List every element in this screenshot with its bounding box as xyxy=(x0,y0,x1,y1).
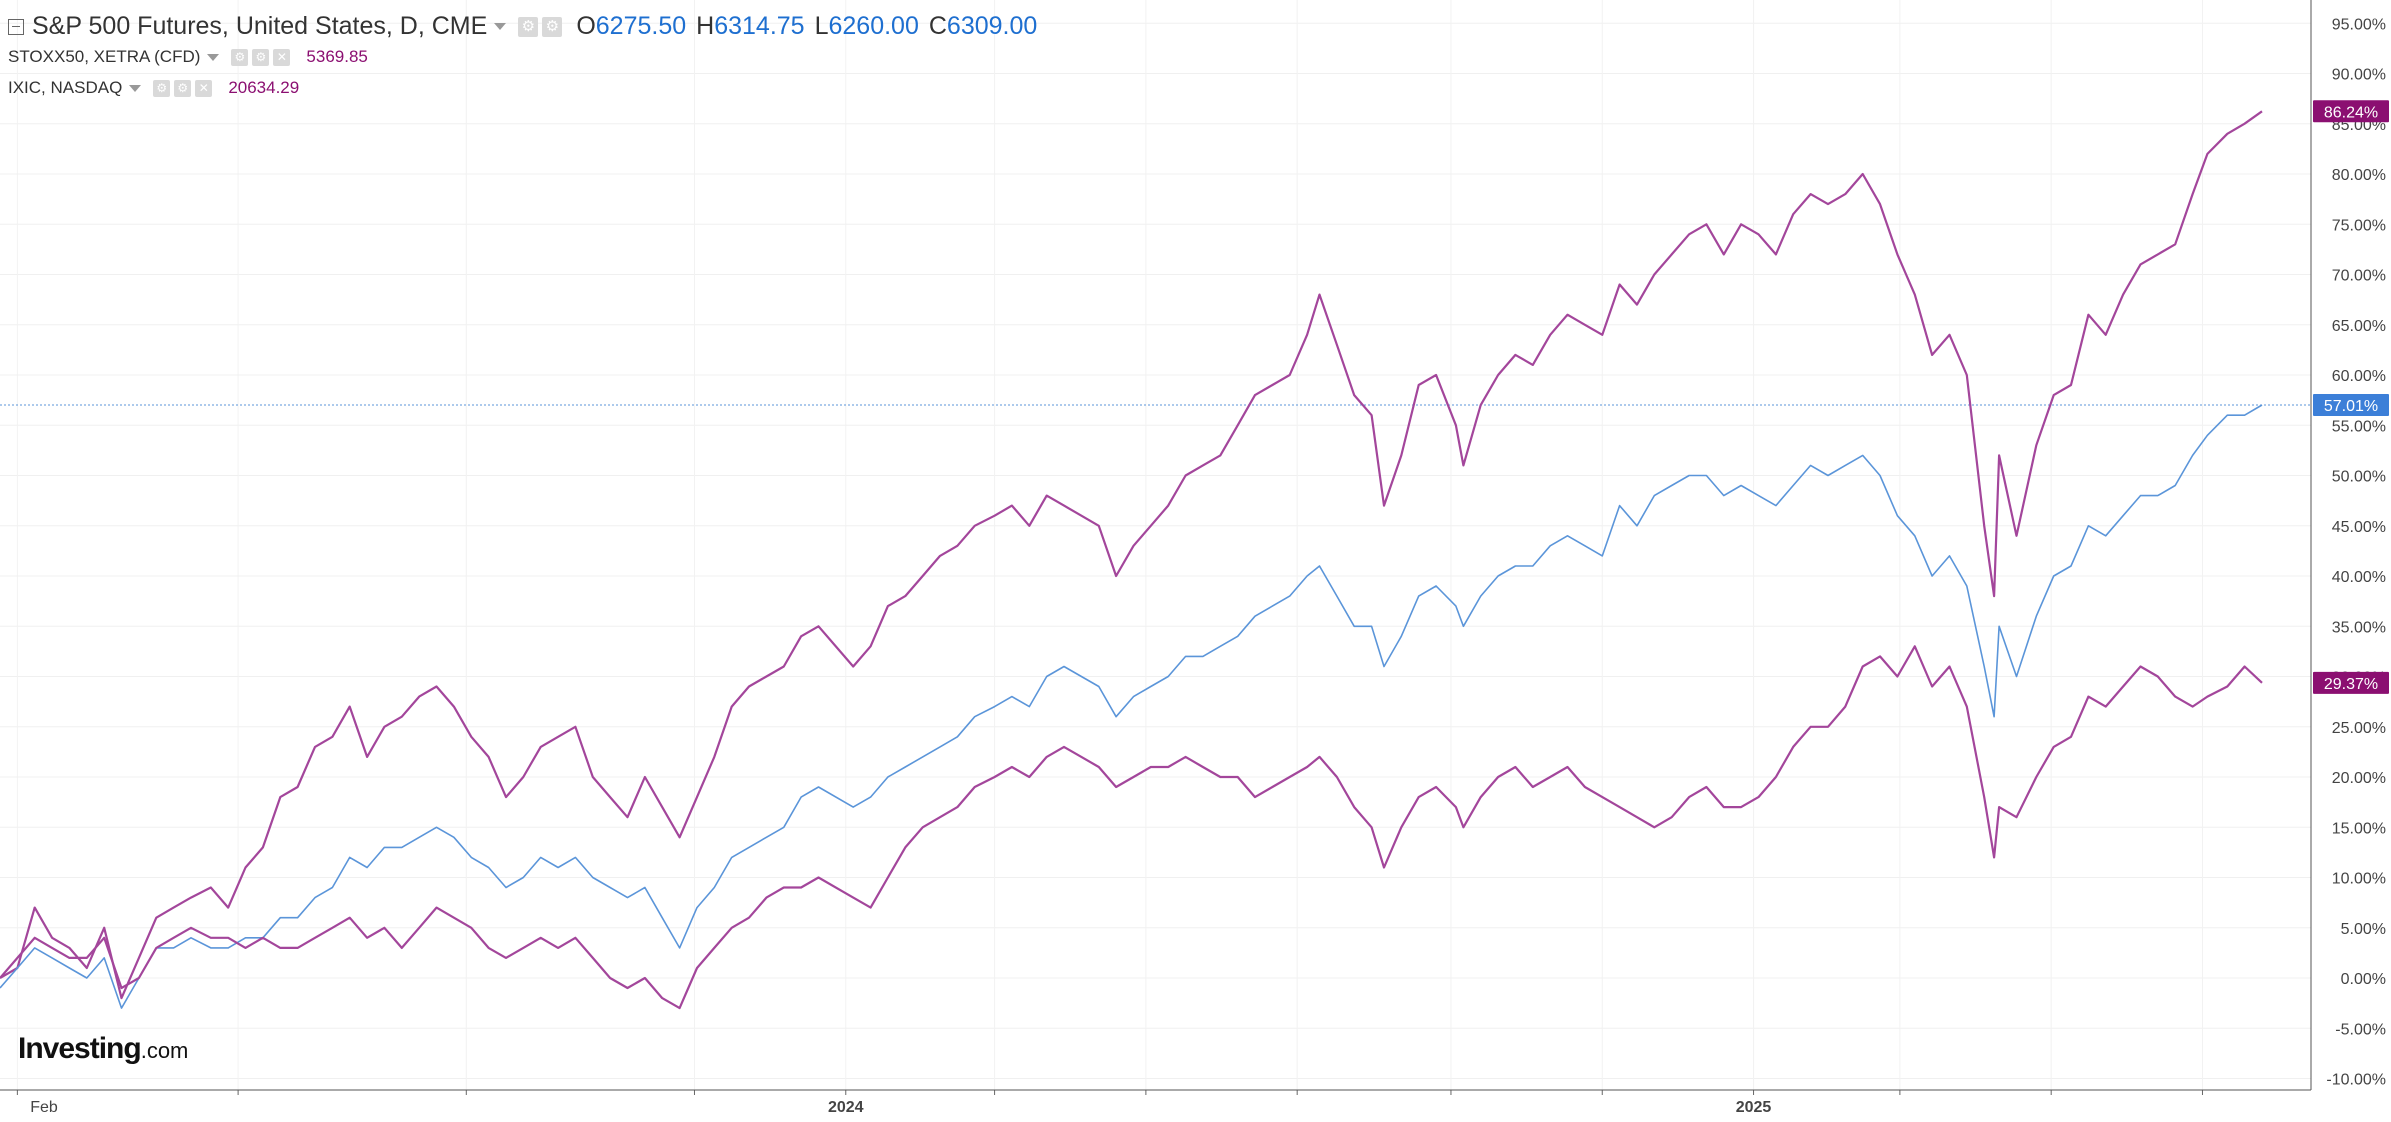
gear-icon[interactable]: ⚙ xyxy=(174,79,192,97)
close-label: C xyxy=(928,12,947,40)
low-label: L xyxy=(814,12,829,40)
series-name-ixic: IXIC, NASDAQ xyxy=(8,78,123,97)
investing-logo: Investing.com xyxy=(18,1032,188,1066)
series-value-stoxx50: 5369.85 xyxy=(306,47,368,66)
value-tag-label: 57.01% xyxy=(2324,398,2378,415)
y-tick-label: 60.00% xyxy=(2332,368,2386,385)
y-tick-label: 55.00% xyxy=(2332,418,2386,435)
value-tag-bg xyxy=(2313,100,2389,123)
x-tick-label: 2025 xyxy=(1736,1099,1772,1116)
value-tag-bg xyxy=(2313,671,2389,694)
chevron-down-icon[interactable] xyxy=(129,84,142,92)
high-value: 6314.75 xyxy=(714,12,805,40)
chevron-down-icon[interactable] xyxy=(494,23,507,30)
y-tick-label: 65.00% xyxy=(2332,318,2386,335)
y-tick-label: 5.00% xyxy=(2341,921,2386,938)
open-value: 6275.50 xyxy=(595,12,687,40)
chevron-down-icon[interactable] xyxy=(207,53,220,61)
close-icon[interactable]: ✕ xyxy=(273,48,291,66)
series-value-ixic: 20634.29 xyxy=(228,78,300,97)
settings-icon[interactable]: ⚙ xyxy=(518,16,539,37)
y-tick-label: 90.00% xyxy=(2332,67,2386,84)
gear-icon[interactable]: ⚙ xyxy=(252,48,270,66)
y-tick-label: 75.00% xyxy=(2332,217,2386,234)
settings-icon[interactable]: ⚙ xyxy=(231,48,249,66)
gear-icon[interactable]: ⚙ xyxy=(542,16,563,37)
y-tick-label: 20.00% xyxy=(2332,770,2386,787)
y-tick-label: 70.00% xyxy=(2332,268,2386,285)
y-tick-label: 80.00% xyxy=(2332,167,2386,184)
y-tick-label: 15.00% xyxy=(2332,820,2386,837)
value-tag-label: 86.24% xyxy=(2324,104,2378,121)
logo-suffix: .com xyxy=(140,1038,189,1063)
x-tick-label: Feb xyxy=(30,1099,58,1116)
series-line-1 xyxy=(0,110,2263,1000)
x-tick-label: 2024 xyxy=(828,1099,864,1116)
value-tag-label: 29.37% xyxy=(2324,676,2378,693)
settings-icon[interactable]: ⚙ xyxy=(153,79,171,97)
series-line-3 xyxy=(0,645,2263,1010)
legend-main-row[interactable]: S&P 500 Futures, United States, D, CME ⚙… xyxy=(8,12,1037,41)
value-tag-bg xyxy=(2313,394,2389,417)
collapse-icon[interactable] xyxy=(8,18,24,35)
y-tick-label: 35.00% xyxy=(2332,619,2386,636)
y-tick-label: 10.00% xyxy=(2332,871,2386,888)
close-icon[interactable]: ✕ xyxy=(195,79,213,97)
high-label: H xyxy=(696,12,715,40)
y-tick-label: 50.00% xyxy=(2332,469,2386,486)
legend-row-ixic[interactable]: IXIC, NASDAQ ⚙ ⚙ ✕ 20634.29 xyxy=(8,78,299,98)
open-label: O xyxy=(576,12,596,40)
series-line-2 xyxy=(0,404,2263,1009)
low-value: 6260.00 xyxy=(828,12,919,40)
y-tick-label: 95.00% xyxy=(2332,16,2386,33)
legend-row-stoxx50[interactable]: STOXX50, XETRA (CFD) ⚙ ⚙ ✕ 5369.85 xyxy=(8,47,368,67)
logo-text: Investing xyxy=(18,1032,142,1065)
y-tick-label: 45.00% xyxy=(2332,519,2386,536)
main-series-name: S&P 500 Futures, United States, D, CME xyxy=(32,12,488,40)
series-name-stoxx50: STOXX50, XETRA (CFD) xyxy=(8,47,201,66)
y-tick-label: 25.00% xyxy=(2332,720,2386,737)
y-tick-label: -10.00% xyxy=(2326,1072,2386,1089)
close-value: 6309.00 xyxy=(946,12,1038,40)
y-tick-label: 0.00% xyxy=(2341,971,2386,988)
y-tick-label: 40.00% xyxy=(2332,569,2386,586)
y-tick-label: -5.00% xyxy=(2335,1021,2386,1038)
